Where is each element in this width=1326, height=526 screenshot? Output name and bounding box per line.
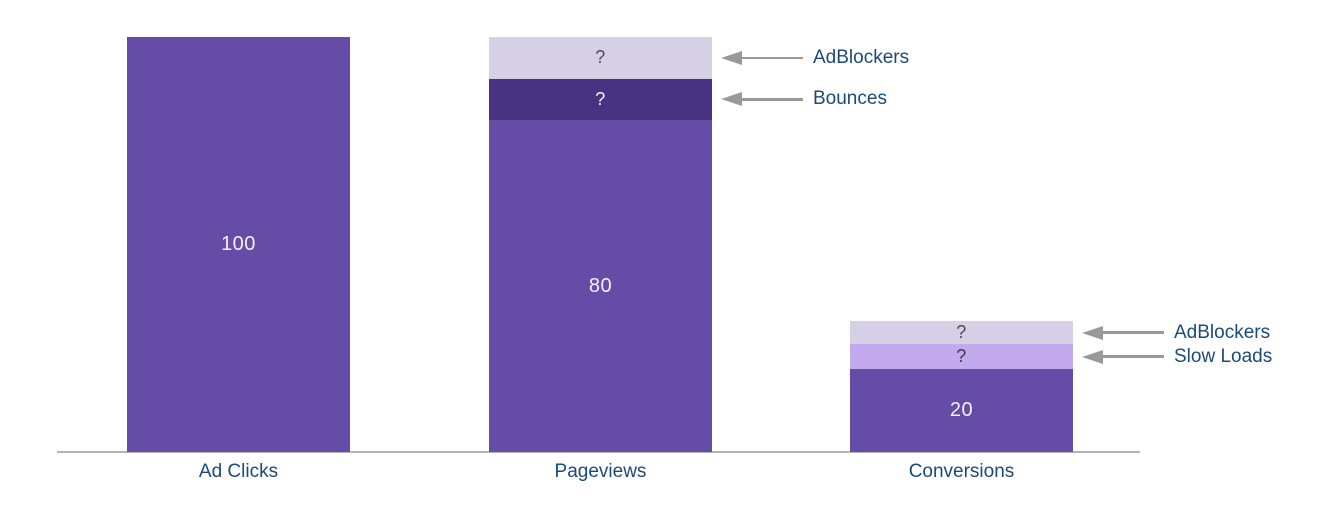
category-label-conversions: Conversions <box>908 461 1015 482</box>
segment-value-label: ? <box>956 322 967 343</box>
bar-segment-conversions-adblockers: ? <box>850 321 1073 345</box>
segment-value-label: ? <box>595 47 606 68</box>
segment-value-label: 80 <box>588 274 613 297</box>
arrow-left-icon <box>1082 325 1103 340</box>
annotation-arrow-conversions-adblockers <box>1082 325 1164 340</box>
arrow-shaft <box>739 56 803 59</box>
annotation-arrow-pageviews-adblockers <box>721 50 803 65</box>
segment-value-label: 100 <box>221 233 256 255</box>
arrow-shaft <box>739 98 803 101</box>
segment-value-label: ? <box>956 346 967 367</box>
x-axis-line <box>57 451 1140 453</box>
category-label-ad-clicks: Ad Clicks <box>198 461 279 482</box>
bar-segment-conversions-slow-loads: ? <box>850 344 1073 369</box>
segment-value-label: ? <box>595 88 606 109</box>
arrow-left-icon <box>721 50 742 65</box>
bar-segment-ad-clicks-total: 100 <box>127 37 350 452</box>
arrow-shaft <box>1100 355 1164 358</box>
annotation-label-conversions-adblockers: AdBlockers <box>1174 321 1271 343</box>
annotation-label-conversions-slow-loads: Slow Loads <box>1174 345 1273 367</box>
bar-segment-pageviews-base: 80 <box>489 120 712 452</box>
annotation-arrow-pageviews-bounces <box>721 92 803 107</box>
arrow-shaft <box>1100 331 1164 334</box>
category-label-pageviews: Pageviews <box>554 461 647 482</box>
annotation-arrow-conversions-slow-loads <box>1082 349 1164 364</box>
arrow-left-icon <box>1082 349 1103 364</box>
segment-value-label: 20 <box>949 399 974 421</box>
annotation-label-pageviews-adblockers: AdBlockers <box>813 46 910 68</box>
bar-segment-pageviews-bounces: ? <box>489 78 712 120</box>
annotation-label-pageviews-bounces: Bounces <box>813 88 887 110</box>
bar-segment-pageviews-adblockers: ? <box>489 37 712 79</box>
bar-segment-conversions-base: 20 <box>850 369 1073 452</box>
arrow-left-icon <box>721 92 742 107</box>
